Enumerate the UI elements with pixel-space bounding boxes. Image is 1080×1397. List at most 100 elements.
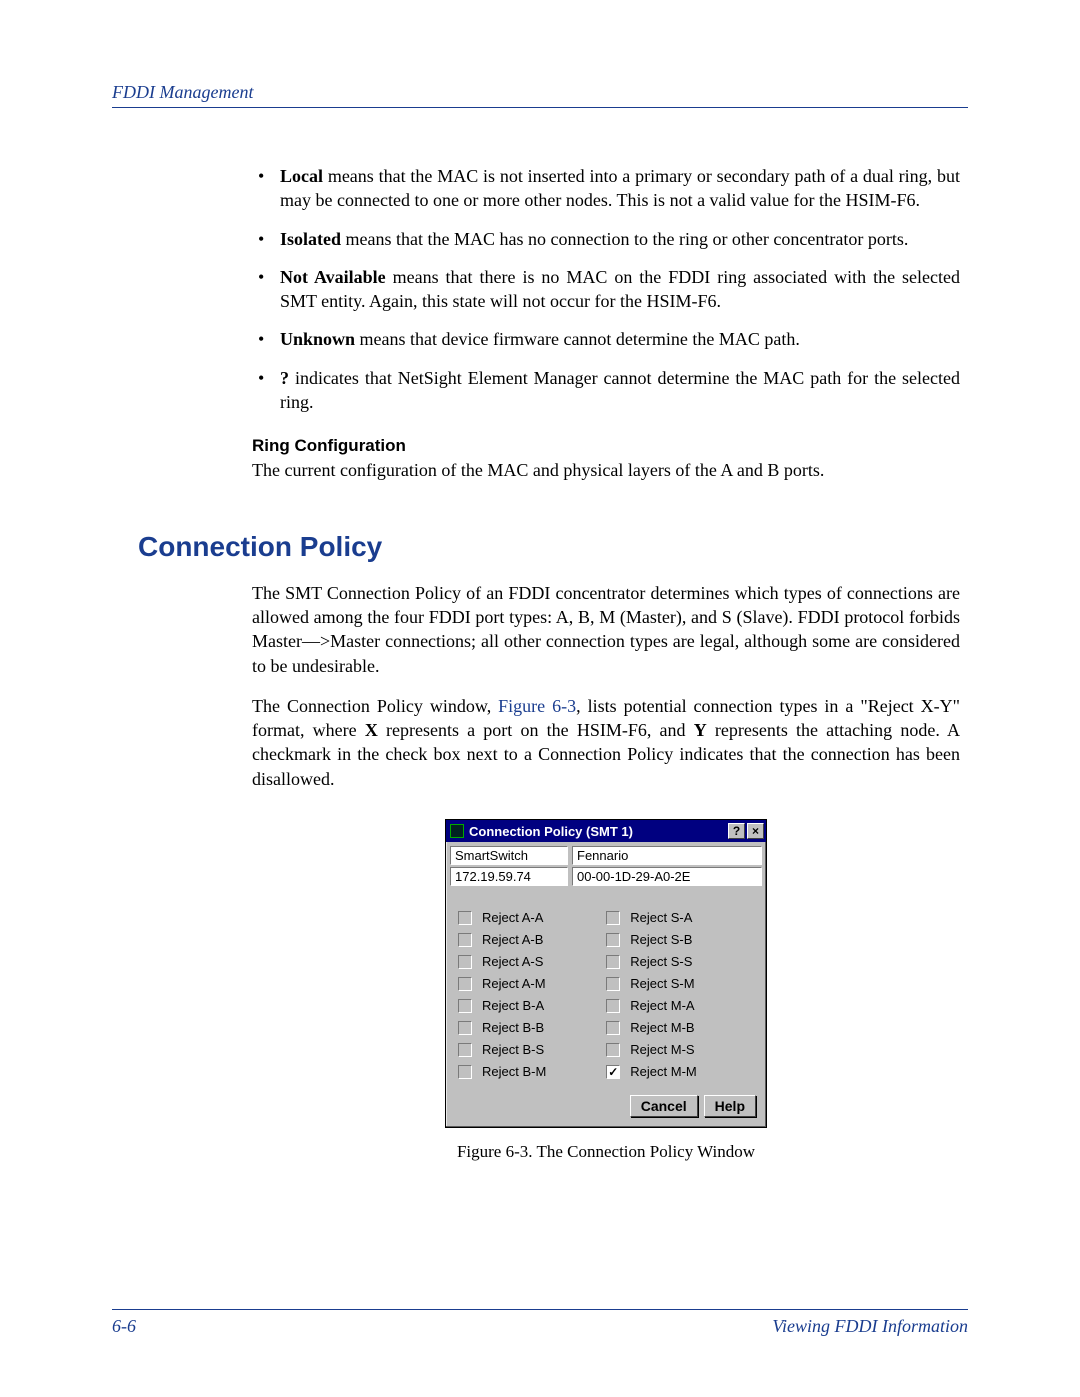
checkbox-label: Reject S-S [630, 954, 692, 969]
checkbox[interactable] [606, 1043, 620, 1057]
checkbox[interactable] [458, 1021, 472, 1035]
term-q: ? [280, 368, 289, 388]
checkbox[interactable] [458, 911, 472, 925]
p2-x: X [365, 720, 378, 740]
page-number: 6-6 [112, 1316, 136, 1337]
figure-caption: Figure 6-3. The Connection Policy Window [252, 1142, 960, 1162]
window-icon[interactable] [450, 824, 464, 838]
checkbox-column-right: Reject S-A Reject S-B Reject S-S Reject S-M… [606, 908, 696, 1081]
p2-a: The Connection Policy window, [252, 696, 498, 716]
checkbox-row: Reject B-B [458, 1018, 546, 1037]
checkbox-label: Reject B-S [482, 1042, 544, 1057]
content-area: Local means that the MAC is not inserted… [112, 164, 968, 483]
checkbox-label: Reject B-A [482, 998, 544, 1013]
checkbox-row: Reject B-A [458, 996, 546, 1015]
checkbox-label: Reject M-B [630, 1020, 694, 1035]
checkbox-label: Reject M-M [630, 1064, 696, 1079]
checkbox[interactable] [458, 955, 472, 969]
checkbox[interactable] [458, 999, 472, 1013]
bullet-isolated: Isolated means that the MAC has no conne… [252, 227, 960, 251]
checkbox-row: Reject A-S [458, 952, 546, 971]
device-name-field: SmartSwitch [450, 846, 568, 865]
checkbox-label: Reject S-B [630, 932, 692, 947]
section-heading: Connection Policy [138, 531, 968, 563]
para-2: The Connection Policy window, Figure 6-3… [252, 694, 960, 791]
checkbox-row: Reject S-S [606, 952, 696, 971]
term-unknown: Unknown [280, 329, 355, 349]
text-isolated: means that the MAC has no connection to … [341, 229, 908, 249]
checkbox[interactable] [458, 933, 472, 947]
p2-y: Y [694, 720, 707, 740]
bullet-list: Local means that the MAC is not inserted… [252, 164, 960, 414]
checkbox-label: Reject S-M [630, 976, 694, 991]
page-header: FDDI Management [112, 82, 968, 108]
checkbox[interactable] [606, 999, 620, 1013]
checkbox[interactable] [606, 1065, 620, 1079]
checkbox-label: Reject M-A [630, 998, 694, 1013]
ring-config-heading: Ring Configuration [252, 436, 960, 456]
checkbox[interactable] [606, 955, 620, 969]
titlebar[interactable]: Connection Policy (SMT 1) ? × [446, 820, 766, 842]
checkbox-row: Reject S-M [606, 974, 696, 993]
mac-field: 00-00-1D-29-A0-2E [572, 867, 762, 886]
ring-config-text: The current configuration of the MAC and… [252, 458, 960, 482]
page-footer: 6-6 Viewing FDDI Information [112, 1309, 968, 1337]
checkbox-row: Reject A-M [458, 974, 546, 993]
term-local: Local [280, 166, 323, 186]
figure-wrap: Connection Policy (SMT 1) ? × SmartSwitc… [252, 819, 960, 1162]
bullet-local: Local means that the MAC is not inserted… [252, 164, 960, 213]
bullet-question: ? indicates that NetSight Element Manage… [252, 366, 960, 415]
checkbox-column-left: Reject A-A Reject A-B Reject A-S Reject A-M… [458, 908, 546, 1081]
checkbox-label: Reject A-S [482, 954, 543, 969]
checkbox-row: Reject A-A [458, 908, 546, 927]
cancel-button[interactable]: Cancel [630, 1095, 698, 1117]
checkbox[interactable] [606, 933, 620, 947]
checkbox-label: Reject M-S [630, 1042, 694, 1057]
text-local: means that the MAC is not inserted into … [280, 166, 960, 210]
checkbox-label: Reject S-A [630, 910, 692, 925]
checkbox[interactable] [606, 977, 620, 991]
help-titlebar-button[interactable]: ? [728, 823, 745, 839]
text-unknown: means that device firmware cannot determ… [355, 329, 800, 349]
checkbox-label: Reject A-B [482, 932, 543, 947]
button-row: Cancel Help [450, 1095, 762, 1123]
header-title: FDDI Management [112, 82, 253, 102]
window-title: Connection Policy (SMT 1) [469, 824, 726, 839]
host-name-field: Fennario [572, 846, 762, 865]
footer-section: Viewing FDDI Information [772, 1316, 968, 1337]
section-body: The SMT Connection Policy of an FDDI con… [112, 581, 968, 1162]
checkbox-row: Reject M-S [606, 1040, 696, 1059]
checkbox-area: Reject A-A Reject A-B Reject A-S Reject A-M… [450, 908, 762, 1095]
term-na: Not Available [280, 267, 386, 287]
close-titlebar-button[interactable]: × [747, 823, 764, 839]
checkbox-row: Reject A-B [458, 930, 546, 949]
checkbox-row: Reject B-M [458, 1062, 546, 1081]
ip-field: 172.19.59.74 [450, 867, 568, 886]
figure-link[interactable]: Figure 6-3 [498, 696, 576, 716]
para-1: The SMT Connection Policy of an FDDI con… [252, 581, 960, 678]
bullet-not-available: Not Available means that there is no MAC… [252, 265, 960, 314]
checkbox-row: Reject B-S [458, 1040, 546, 1059]
checkbox-label: Reject B-M [482, 1064, 546, 1079]
checkbox-row: Reject S-B [606, 930, 696, 949]
term-isolated: Isolated [280, 229, 341, 249]
checkbox-label: Reject A-M [482, 976, 546, 991]
checkbox-row: Reject S-A [606, 908, 696, 927]
checkbox-row: Reject M-M [606, 1062, 696, 1081]
p2-c: represents a port on the HSIM-F6, and [378, 720, 694, 740]
help-button[interactable]: Help [704, 1095, 756, 1117]
checkbox-row: Reject M-B [606, 1018, 696, 1037]
window-body: SmartSwitch 172.19.59.74 Fennario 00-00-… [446, 842, 766, 1127]
checkbox[interactable] [458, 977, 472, 991]
bullet-unknown: Unknown means that device firmware canno… [252, 327, 960, 351]
checkbox[interactable] [606, 911, 620, 925]
connection-policy-window: Connection Policy (SMT 1) ? × SmartSwitc… [445, 819, 767, 1128]
checkbox-label: Reject A-A [482, 910, 543, 925]
checkbox[interactable] [606, 1021, 620, 1035]
info-grid: SmartSwitch 172.19.59.74 Fennario 00-00-… [450, 846, 762, 886]
checkbox[interactable] [458, 1065, 472, 1079]
text-q: indicates that NetSight Element Manager … [280, 368, 960, 412]
checkbox-label: Reject B-B [482, 1020, 544, 1035]
checkbox[interactable] [458, 1043, 472, 1057]
checkbox-row: Reject M-A [606, 996, 696, 1015]
